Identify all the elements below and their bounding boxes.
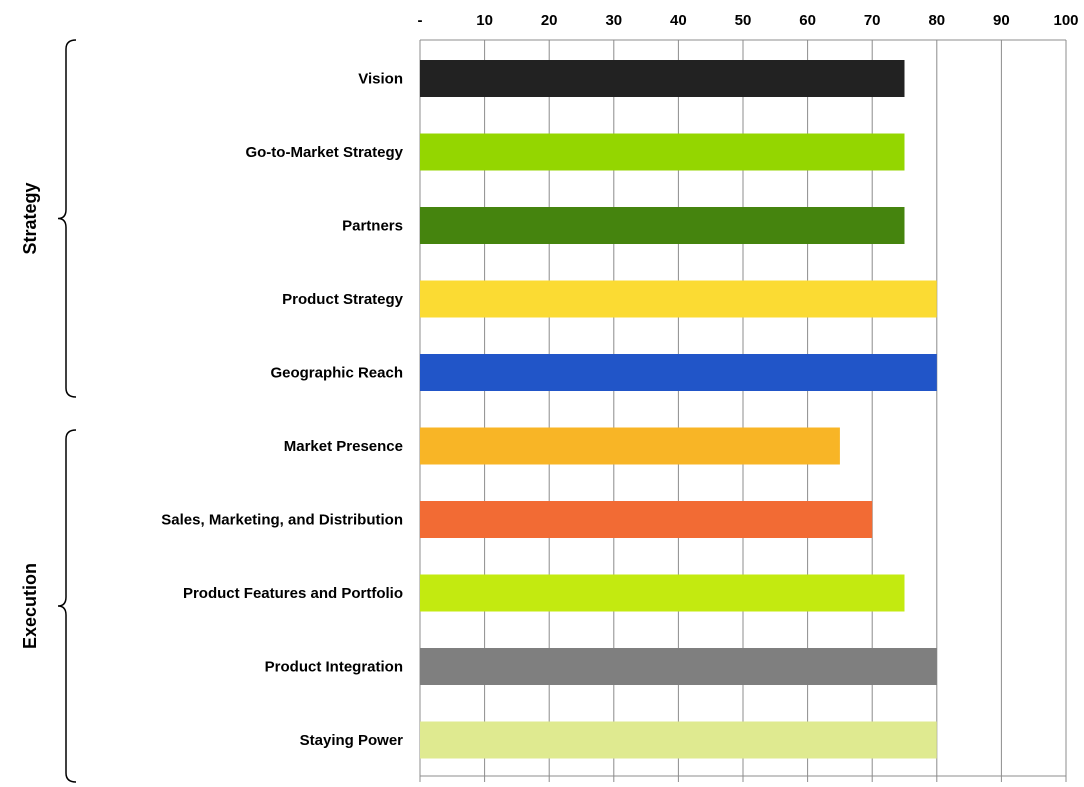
group-label: Execution xyxy=(20,563,40,649)
x-tick-label: 90 xyxy=(993,12,1010,29)
x-tick-label: 20 xyxy=(541,12,558,29)
x-tick-label: 100 xyxy=(1053,12,1078,29)
bar xyxy=(420,427,840,465)
x-tick-label: - xyxy=(418,12,423,29)
x-tick-label: 10 xyxy=(476,12,493,29)
x-tick-label: 50 xyxy=(735,12,752,29)
category-label: Partners xyxy=(342,218,403,235)
bars xyxy=(420,60,937,759)
category-labels: Vision Go-to-Market Strategy Partners Produ… xyxy=(161,71,403,750)
bar xyxy=(420,354,937,391)
bar xyxy=(420,501,873,538)
category-label: Vision xyxy=(358,71,403,88)
x-tick-label: 70 xyxy=(864,12,881,29)
group-bracket xyxy=(57,429,77,783)
bar xyxy=(420,721,937,759)
category-label: Staying Power xyxy=(300,732,404,749)
x-tick-label: 80 xyxy=(928,12,945,29)
bar xyxy=(420,133,905,171)
category-label: Market Presence xyxy=(284,438,403,455)
bar xyxy=(420,574,905,612)
category-label: Product Strategy xyxy=(282,291,404,308)
x-tick-label: 30 xyxy=(605,12,622,29)
category-label: Geographic Reach xyxy=(270,365,403,382)
group-label: Strategy xyxy=(20,182,40,254)
x-tick-label: 40 xyxy=(670,12,687,29)
group-bracket xyxy=(57,39,77,398)
category-label: Go-to-Market Strategy xyxy=(245,144,403,161)
x-tick-label: 60 xyxy=(799,12,816,29)
bar xyxy=(420,648,937,685)
category-label: Product Integration xyxy=(265,659,403,676)
bar xyxy=(420,207,905,244)
group-brackets: Strategy Execution xyxy=(20,39,77,783)
category-label: Product Features and Portfolio xyxy=(183,585,403,602)
x-tick-labels: - 10 20 30 40 50 60 70 80 90 100 xyxy=(418,12,1079,29)
bar xyxy=(420,280,937,318)
category-label: Sales, Marketing, and Distribution xyxy=(161,512,403,529)
bar xyxy=(420,60,905,97)
